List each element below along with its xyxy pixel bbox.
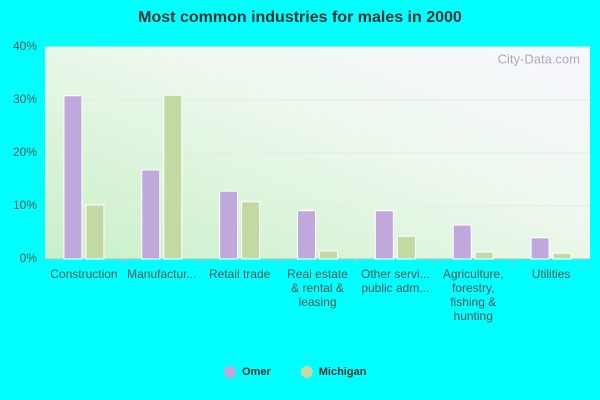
bar — [452, 224, 472, 260]
legend-label: Michigan — [319, 366, 367, 378]
x-tick-label: Real estate & rental & leasing — [287, 267, 348, 309]
bar — [163, 94, 183, 260]
x-tick-label: Utilities — [531, 267, 571, 281]
chart-title: Most common industries for males in 2000 — [138, 9, 462, 26]
bar — [374, 210, 394, 260]
bar — [141, 169, 161, 260]
x-tick-label: Manufactur... — [127, 267, 197, 281]
watermark: City-Data.com — [498, 51, 580, 66]
legend-marker — [224, 366, 236, 378]
bar — [219, 190, 239, 260]
legend-label: Omer — [242, 366, 271, 378]
bar — [474, 251, 494, 260]
bar — [63, 95, 83, 260]
x-tick-label: Other servi... public adm... — [361, 267, 430, 295]
y-tick-label: 30% — [13, 92, 37, 106]
y-tick-label: 40% — [13, 39, 37, 53]
bar — [85, 204, 105, 260]
y-tick-label: 0% — [20, 251, 38, 265]
bar — [241, 201, 261, 260]
bar — [530, 237, 550, 260]
x-tick-label: Agriculture, forestry, fishing & hunting — [442, 267, 504, 323]
bar — [552, 252, 572, 260]
x-tick-label: Retail trade — [208, 267, 271, 281]
bar — [396, 235, 416, 260]
y-tick-label: 10% — [13, 198, 37, 212]
legend-marker — [300, 366, 313, 378]
y-tick-label: 20% — [13, 145, 37, 159]
x-tick-label: Construction — [50, 267, 118, 281]
bar — [297, 210, 316, 260]
bar — [319, 250, 338, 260]
